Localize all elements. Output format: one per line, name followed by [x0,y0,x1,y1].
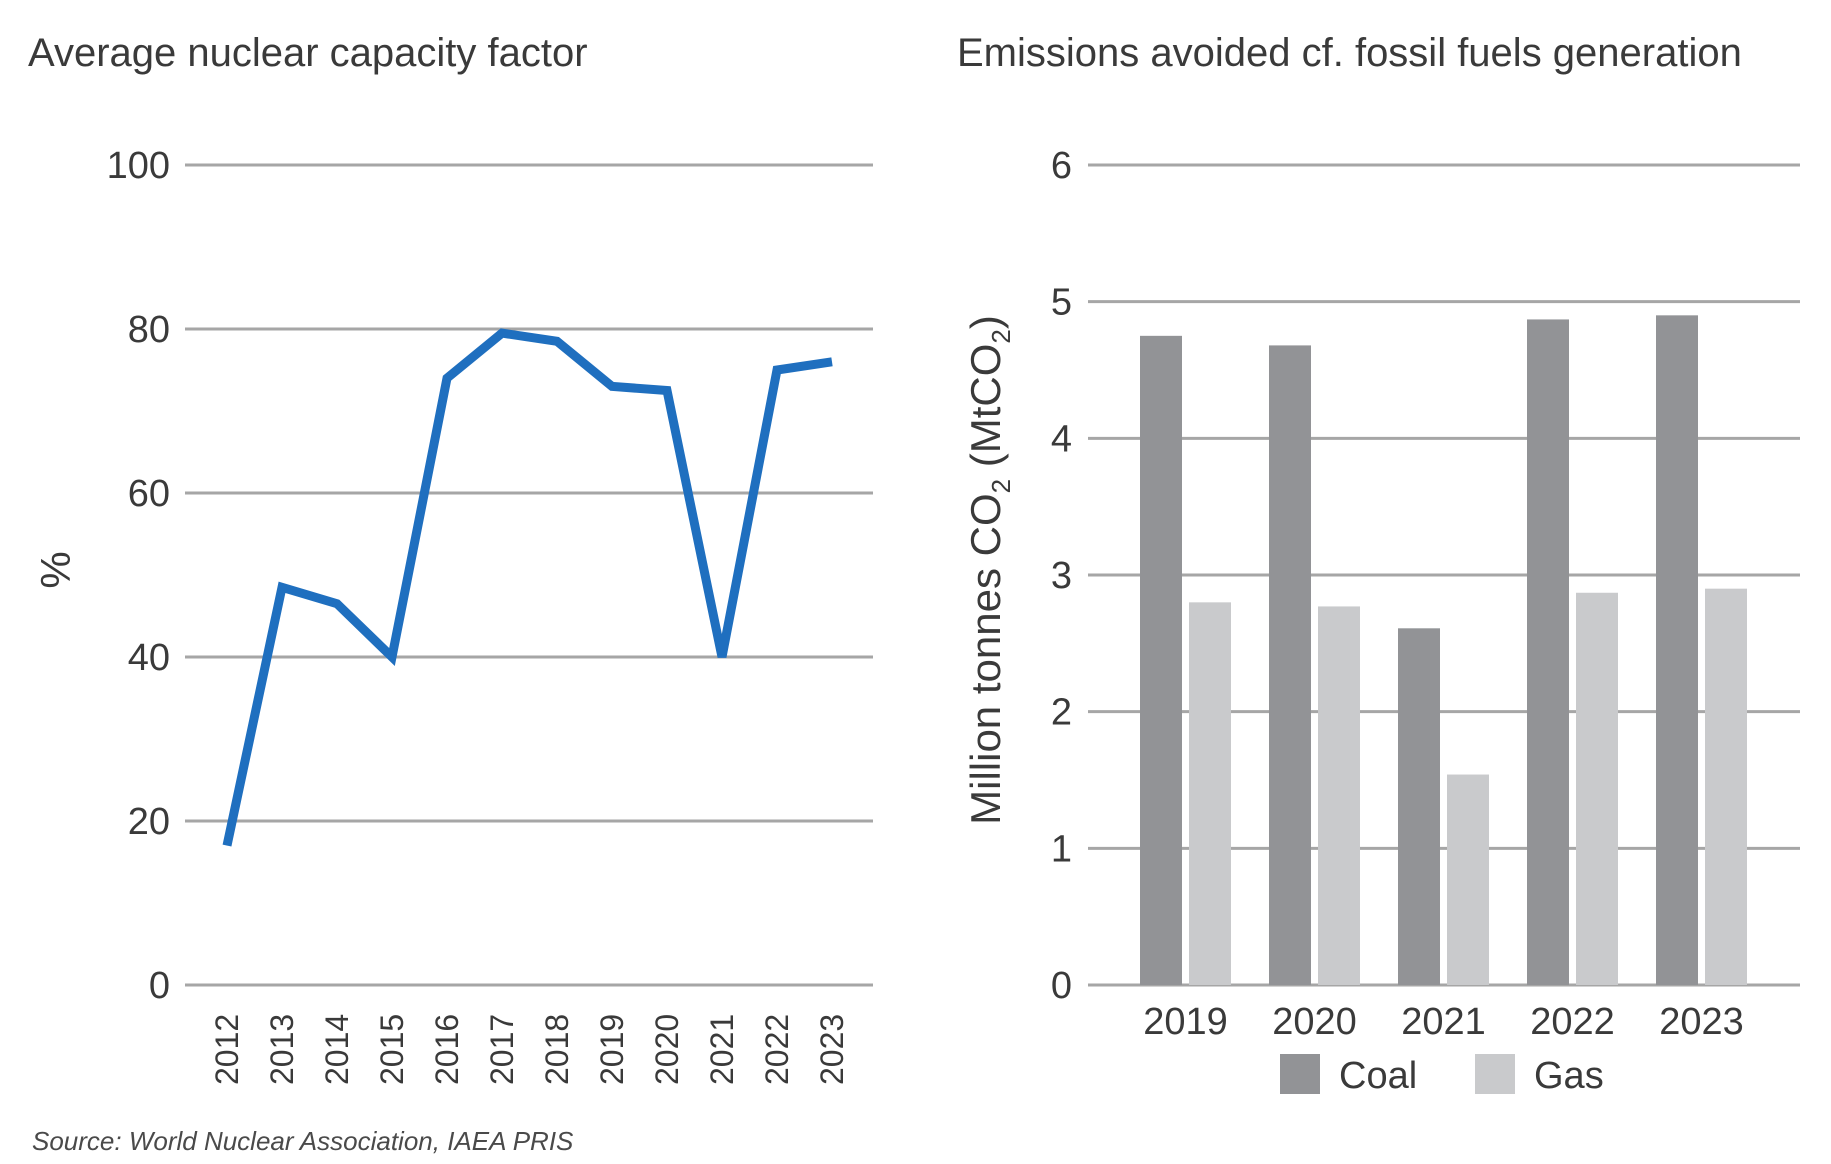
bar-gas-2022 [1576,592,1618,985]
left-x-tick-label: 2013 [264,1014,300,1085]
legend-swatch-coal [1280,1054,1320,1094]
right-y-ticks: 0 1 2 3 4 5 6 [1051,145,1072,1007]
left-x-tick-label: 2017 [484,1014,520,1085]
bar-coal-2020 [1269,345,1311,985]
right-x-tick-label: 2021 [1401,1001,1486,1043]
left-y-tick-label: 60 [128,473,170,515]
right-x-tick-label: 2020 [1272,1001,1357,1043]
legend-swatch-gas [1475,1054,1515,1094]
ylabel-part-2: (MtCO [962,344,1009,479]
capacity-factor-line [222,328,833,847]
left-x-tick-label: 2016 [429,1014,465,1085]
left-x-tick-label: 2019 [594,1014,630,1085]
left-y-axis-label: % [32,551,79,588]
emissions-avoided-chart: Emissions avoided cf. fossil fuels gener… [957,31,1800,1097]
left-x-tick-label: 2015 [374,1014,410,1085]
left-y-ticks: 0 20 40 60 80 100 [107,145,170,1007]
bar-gas-2023 [1705,588,1747,985]
left-x-tick-label: 2014 [319,1014,355,1085]
bar-gas-2019 [1189,602,1231,985]
right-y-axis-label: Million tonnes CO2 (MtCO2) [962,315,1016,825]
right-x-tick-label: 2022 [1530,1001,1615,1043]
right-bars [1140,315,1747,985]
left-series [222,328,833,847]
ylabel-sub-1: 2 [986,479,1016,493]
right-y-tick-label: 3 [1051,555,1072,597]
ylabel-part-1: Million tonnes CO [962,493,1009,824]
left-y-tick-label: 100 [107,145,170,187]
bar-coal-2022 [1527,319,1569,985]
legend: Coal Gas [1280,1054,1604,1097]
right-x-ticks: 2019 2020 2021 2022 2023 [1143,1001,1744,1043]
left-y-tick-label: 20 [128,801,170,843]
left-gridlines [185,163,873,987]
left-x-tick-label: 2018 [539,1014,575,1085]
ylabel-part-3: ) [962,315,1009,329]
left-y-tick-label: 0 [149,965,170,1007]
right-y-tick-label: 4 [1051,418,1072,460]
bar-coal-2021 [1398,628,1440,985]
right-chart-title: Emissions avoided cf. fossil fuels gener… [957,31,1742,75]
capacity-factor-chart: Average nuclear capacity factor % 0 20 40 6… [28,31,873,1085]
right-y-tick-label: 6 [1051,145,1072,187]
left-y-tick-label: 40 [128,637,170,679]
right-y-tick-label: 1 [1051,828,1072,870]
right-y-tick-label: 2 [1051,692,1072,734]
left-x-tick-label: 2021 [704,1014,740,1085]
left-y-tick-label: 80 [128,309,170,351]
bar-gas-2021 [1447,774,1489,985]
bar-gas-2020 [1318,606,1360,985]
left-x-tick-label: 2020 [649,1014,685,1085]
legend-label-gas: Gas [1534,1055,1604,1097]
left-x-tick-label: 2012 [209,1014,245,1085]
source-note: Source: World Nuclear Association, IAEA … [32,1126,574,1156]
right-x-tick-label: 2019 [1143,1001,1228,1043]
right-y-tick-label: 5 [1051,282,1072,324]
ylabel-sub-2: 2 [986,329,1016,343]
legend-label-coal: Coal [1339,1055,1417,1097]
right-x-tick-label: 2023 [1659,1001,1744,1043]
left-chart-title: Average nuclear capacity factor [28,31,588,75]
left-x-ticks: 2012 2013 2014 2015 2016 2017 2018 2019 2020 2021… [209,1014,850,1085]
left-x-tick-label: 2022 [759,1014,795,1085]
right-y-tick-label: 0 [1051,965,1072,1007]
left-x-tick-label: 2023 [814,1014,850,1085]
bar-coal-2019 [1140,335,1182,985]
bar-coal-2023 [1656,315,1698,985]
